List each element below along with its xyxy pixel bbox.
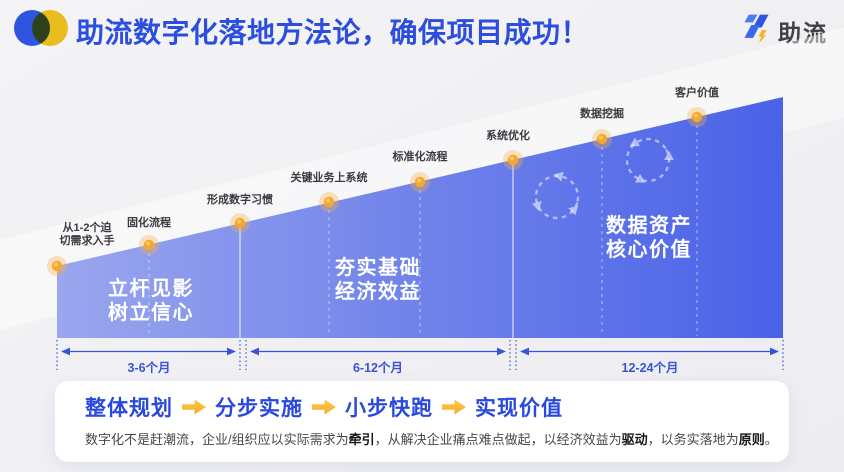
milestone-dot — [410, 172, 430, 192]
brand-name: 助流 — [778, 20, 828, 46]
milestone-guide-lines — [148, 125, 698, 336]
growth-ramp — [57, 97, 783, 338]
summary-description: 数字化不是赶潮流，企业/组织应以实际需求为牵引，从解决企业痛点难点做起，以经济效… — [85, 429, 778, 448]
yellow-circle-icon — [32, 10, 68, 46]
page-title: 助流数字化落地方法论，确保项目成功！ — [76, 17, 590, 48]
milestone-dot — [687, 107, 707, 127]
desc-text: ，从解决企业痛点难点做起，以经济效益为 — [374, 432, 622, 447]
desc-text: 数字化不是赶潮流，企业/组织应以实际需求为 — [85, 432, 349, 447]
stage-duration: 3-6个月 — [127, 361, 171, 375]
milestone-label: 固化流程 — [127, 217, 171, 229]
stage-title: 数据资产 核心价值 — [606, 215, 692, 261]
milestone-label: 系统优化 — [486, 130, 530, 142]
right-arrow-icon — [182, 399, 206, 415]
desc-keyword: 原则 — [738, 432, 765, 447]
milestone-label: 客户价值 — [675, 87, 719, 99]
stage-title: 立杆见影 树立信心 — [108, 278, 194, 324]
milestone-dot — [230, 213, 250, 233]
company-logo: 助流 — [741, 13, 828, 49]
desc-keyword: 驱动 — [621, 432, 648, 447]
step-label: 实现价值 — [475, 397, 563, 420]
right-arrow-icon — [312, 399, 336, 415]
right-arrow-icon — [442, 399, 466, 415]
zhuliu-logo-icon — [744, 14, 769, 44]
brand-mark-circles-icon — [14, 9, 70, 47]
milestone-label: 标准化流程 — [392, 151, 448, 163]
milestone-label: 关键业务上系统 — [290, 172, 368, 184]
summary-card: 整体规划 分步实施 小步快跑 实现价值 数字化不是赶潮流，企业/组织应以实际需求… — [55, 381, 789, 462]
desc-text: 。 — [764, 432, 778, 447]
stage-title: 夯实基础 经济效益 — [335, 257, 421, 303]
milestone-dot — [319, 192, 339, 212]
milestone-dot — [503, 150, 523, 170]
stage-duration: 12-24个月 — [621, 361, 679, 375]
milestone-dot — [47, 256, 67, 276]
milestone-label: 数据挖掘 — [580, 108, 624, 120]
desc-keyword: 牵引 — [348, 432, 375, 447]
milestone-dot — [592, 129, 612, 149]
stage-duration: 6-12个月 — [352, 361, 404, 375]
milestone-label: 形成数字习惯 — [207, 194, 273, 206]
desc-text: ，以务实落地为 — [647, 432, 739, 447]
milestone-label: 从1-2个迫 切需求入手 — [59, 222, 115, 247]
timeline-arrows — [56, 340, 784, 370]
steps-row: 整体规划 分步实施 小步快跑 实现价值 — [85, 392, 759, 422]
milestone-dot — [139, 235, 159, 255]
step-label: 分步实施 — [215, 397, 303, 420]
step-label: 小步快跑 — [345, 397, 433, 420]
step-label: 整体规划 — [85, 397, 173, 420]
